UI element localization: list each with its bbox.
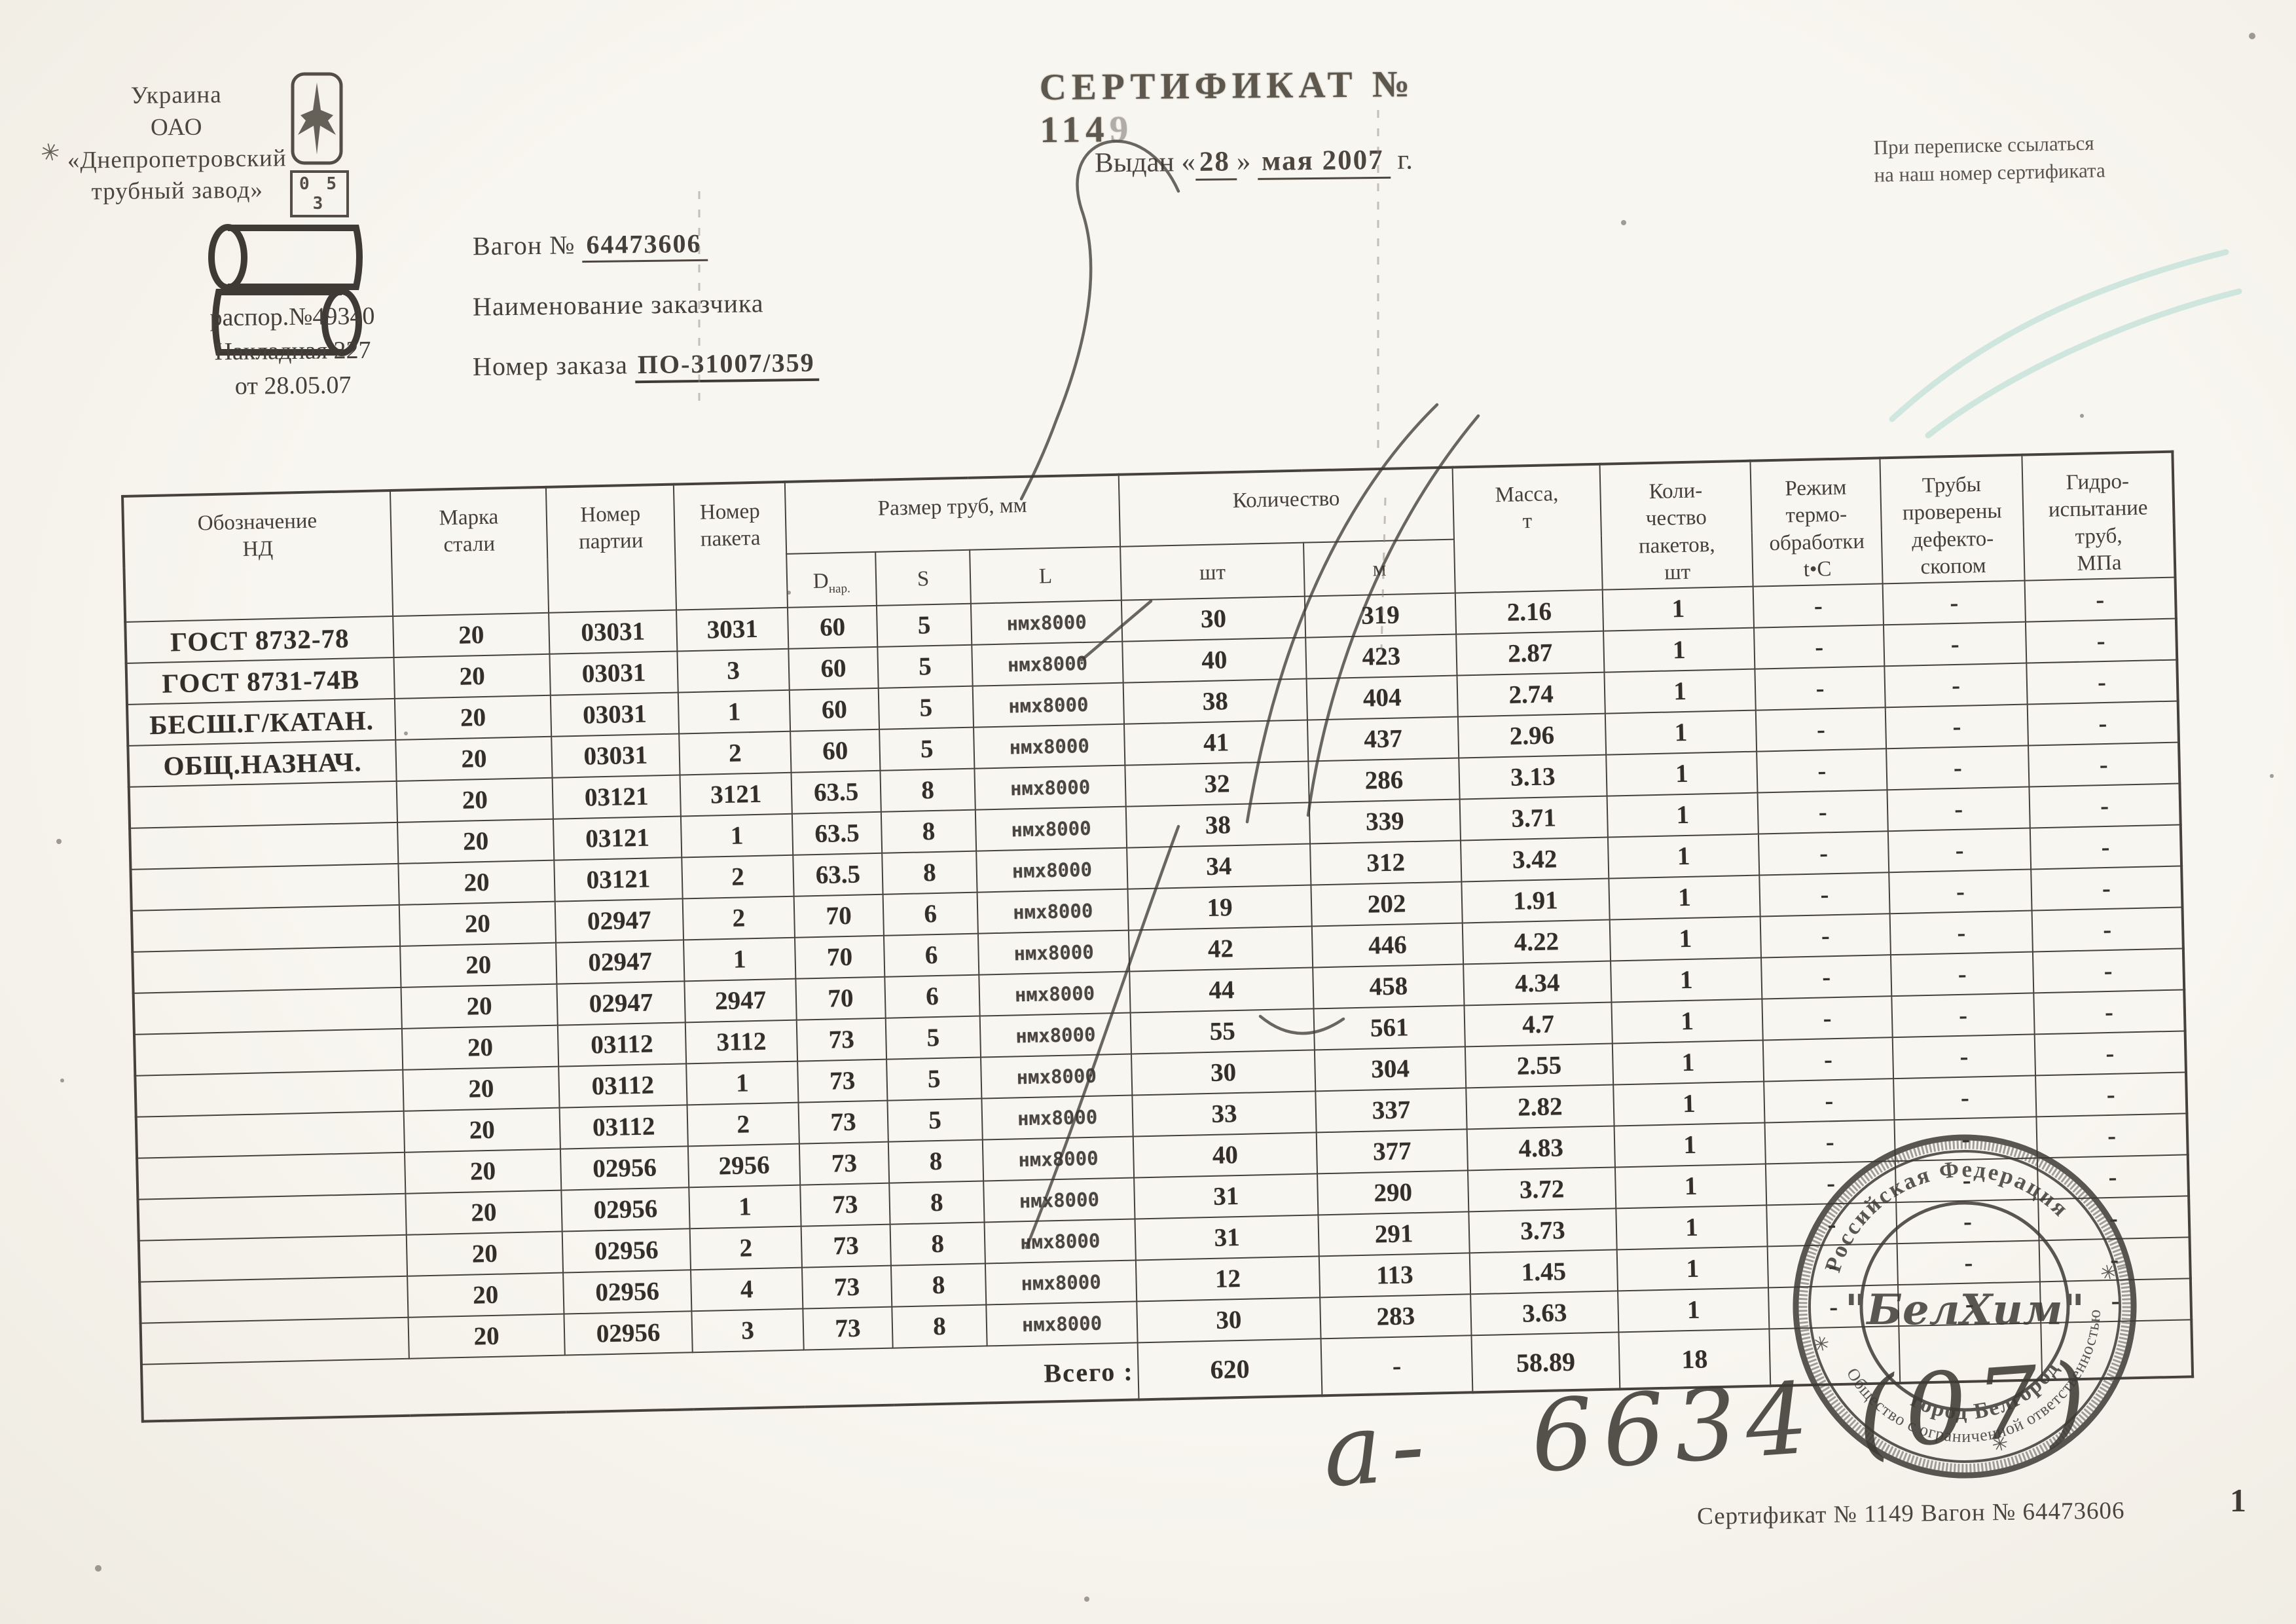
star-emblem-icon <box>291 72 343 165</box>
emblem-code: 0 5 3 <box>290 170 349 217</box>
stamp-center-text: "БелХим" <box>1845 1285 2085 1335</box>
company-round-stamp: Российская Федерация Общество с ограниче… <box>1793 1129 2137 1479</box>
page-number: 1 <box>2230 1482 2246 1519</box>
factory-emblem: 0 5 3 <box>290 72 349 217</box>
pipes-logo-icon <box>208 224 363 356</box>
